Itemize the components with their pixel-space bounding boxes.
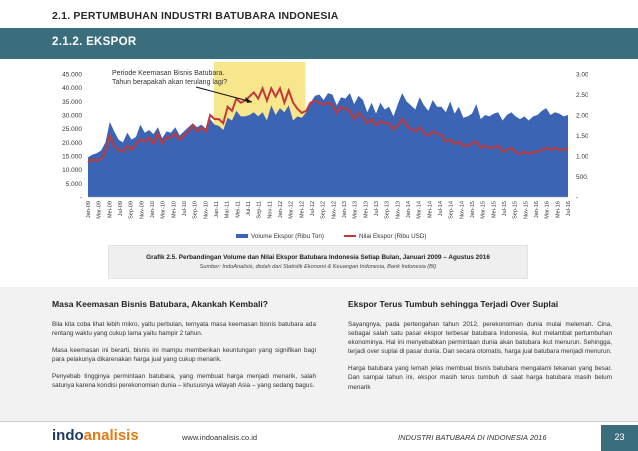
annotation-text: Tahun berapakah akan terulang lagi? [112, 79, 227, 86]
x-axis-tick-label: Jan-10 [150, 201, 156, 218]
left-paragraph-1: Bila kita coba lihat lebih mikro, yaitu … [52, 321, 316, 338]
logo-text-analisis: analisis [83, 427, 139, 444]
x-axis-tick-label: Nov-14 [459, 201, 465, 219]
left-axis-tick-label: 20.000 [62, 140, 82, 147]
left-axis-tick-label: 30.000 [62, 113, 82, 120]
x-axis-tick-label: Jan-16 [534, 201, 540, 218]
x-axis-tick-label: Jan-14 [406, 201, 412, 218]
text-panel: Masa Keemasan Bisnis Batubara, Akankah K… [0, 287, 638, 421]
export-chart: - 5.000 10.000 15.000 20.000 25.000 30.000 35.0… [50, 62, 588, 262]
x-axis-tick-label: Mar-09 [97, 201, 103, 219]
x-axis-tick-label: Mar-12 [289, 201, 295, 219]
x-axis-tick-label: Mar-15 [481, 201, 487, 219]
x-axis-tick-label: Jul-10 [182, 201, 188, 216]
right-paragraph-1: Sayangnya, pada pertengahan tahun 2012, … [348, 321, 612, 356]
x-axis-tick-label: Mei-15 [491, 201, 497, 218]
right-axis-tick-label: - [576, 195, 578, 202]
left-axis-tick-label: 35.000 [62, 99, 82, 106]
left-paragraph-2: Masa keemasan ini berarti, bisnis ini ma… [52, 347, 316, 364]
x-axis-tick-label: Sep-15 [513, 201, 519, 219]
x-axis-tick-label: Jul-14 [438, 201, 444, 216]
x-axis-tick-label: Jan-09 [86, 201, 92, 218]
x-axis-tick-label: Mar-11 [225, 201, 231, 218]
volume-series-area [88, 93, 568, 197]
x-axis-tick-label: Nov-12 [331, 201, 337, 219]
x-axis-tick-label: Jan-12 [278, 201, 284, 218]
legend-label-volume: Volume Ekspor (Ribu Ton) [251, 233, 324, 240]
footer-divider [0, 421, 638, 422]
x-axis-tick-label: Jan-11 [214, 201, 220, 218]
x-axis-tick-label: Sep-09 [129, 201, 135, 219]
footer-website-link[interactable]: www.indoanalisis.co.id [182, 433, 258, 442]
right-paragraph-2: Harga batubara yang lemah jelas membuat … [348, 365, 612, 391]
x-axis-tick-label: Mei-14 [427, 201, 433, 218]
x-axis-tick-label: Nov-13 [395, 201, 401, 219]
x-axis-tick-label: Jul-13 [374, 201, 380, 216]
left-axis-tick-label: 25.000 [62, 126, 82, 133]
x-axis-tick-label: Nov-11 [267, 201, 273, 219]
x-axis-tick-label: Nov-15 [523, 201, 529, 219]
right-axis-tick-label: 2.000.000 [576, 113, 588, 120]
legend-swatch-volume [236, 234, 248, 238]
x-axis-tick-label: Jul-15 [502, 201, 508, 216]
x-axis-tick-label: Jul-12 [310, 201, 316, 216]
x-axis-tick-label: Nov-09 [139, 201, 145, 219]
x-axis-tick-label: Mar-10 [161, 201, 167, 219]
left-axis-tick-label: 10.000 [62, 167, 82, 174]
left-axis-tick-label: 45.000 [62, 72, 82, 79]
right-axis-tick-label: 2.500.000 [576, 92, 588, 99]
right-column: Ekspor Terus Tumbuh sehingga Terjadi Ove… [348, 299, 612, 400]
x-axis-tick-label: Sep-12 [321, 201, 327, 219]
indoanalisis-logo[interactable]: indoanalisis [52, 427, 139, 444]
x-axis-tick-label: Mei-13 [363, 201, 369, 218]
x-axis-tick-label: Sep-13 [385, 201, 391, 219]
right-axis-tick-label: 1.500.000 [576, 133, 588, 140]
x-axis-tick-label: Nov-10 [203, 201, 209, 219]
x-axis-tick-label: Mar-14 [417, 201, 423, 219]
caption-source: Sumber: IndoAnalisis, diolah dari Statis… [199, 264, 437, 270]
left-column: Masa Keemasan Bisnis Batubara, Akankah K… [52, 299, 316, 399]
right-axis-tick-label: 500.000 [576, 174, 588, 181]
section-title: 2.1.2. EKSPOR [52, 36, 137, 48]
chart-caption: Grafik 2.5. Perbandingan Volume dan Nila… [108, 245, 528, 279]
x-axis-tick-label: Sep-11 [257, 201, 263, 219]
left-paragraph-3: Penyebab tingginya permintaan batubara, … [52, 373, 316, 390]
x-axis-tick-label: Jan-13 [342, 201, 348, 218]
footer-publication-title: INDUSTRI BATUBARA DI INDONESIA 2016 [398, 433, 547, 442]
value-series-line [87, 85, 569, 163]
left-axis-tick-label: - [80, 195, 82, 202]
left-axis-tick-label: 40.000 [62, 85, 82, 92]
x-axis-tick-label: Jul-09 [118, 201, 124, 216]
right-axis-tick-label: 3.000.000 [576, 72, 588, 79]
x-axis-tick-label: Sep-10 [193, 201, 199, 219]
legend-label-value: Nilai Ekspor (Ribu USD) [359, 233, 427, 240]
x-axis-tick-label: Mar-13 [353, 201, 359, 219]
annotation-arrowhead [245, 97, 252, 103]
annotation-arrow [195, 86, 253, 103]
x-axis-tick-label: Mei-10 [171, 201, 177, 218]
left-axis-tick-label: 15.000 [62, 154, 82, 161]
left-heading: Masa Keemasan Bisnis Batubara, Akankah K… [52, 299, 269, 309]
section-header-bar: 2.1.2. EKSPOR [0, 28, 638, 59]
x-axis-tick-label: Mar-16 [545, 201, 551, 219]
x-axis-tick-label: Mei-12 [299, 201, 305, 218]
caption-title: Grafik 2.5. Perbandingan Volume dan Nila… [146, 254, 490, 261]
page-top-title: 2.1. PERTUMBUHAN INDUSTRI BATUBARA INDON… [52, 10, 339, 22]
left-axis-tick-label: 5.000 [66, 181, 83, 188]
x-axis-tick-label: Mei-09 [107, 201, 113, 218]
x-axis-tick-label: Sep-14 [449, 201, 455, 219]
x-axis-tick-label: Jul-16 [566, 201, 572, 216]
x-axis-tick-label: Mei-11 [235, 201, 241, 218]
right-axis-tick-label: 1.000.000 [576, 154, 588, 161]
annotation-text: Periode Keemasan Bisnis Batubara. [112, 70, 225, 77]
logo-text-indo: indo [52, 427, 84, 444]
x-axis-tick-label: Jul-11 [246, 201, 252, 216]
right-heading: Ekspor Terus Tumbuh sehingga Terjadi Ove… [348, 299, 559, 309]
page-number: 23 [601, 425, 638, 451]
x-axis-tick-label: Jan-15 [470, 201, 476, 218]
x-axis-tick-label: Mei-16 [555, 201, 561, 218]
export-chart-svg: - 5.000 10.000 15.000 20.000 25.000 30.000 35.0… [62, 62, 588, 240]
